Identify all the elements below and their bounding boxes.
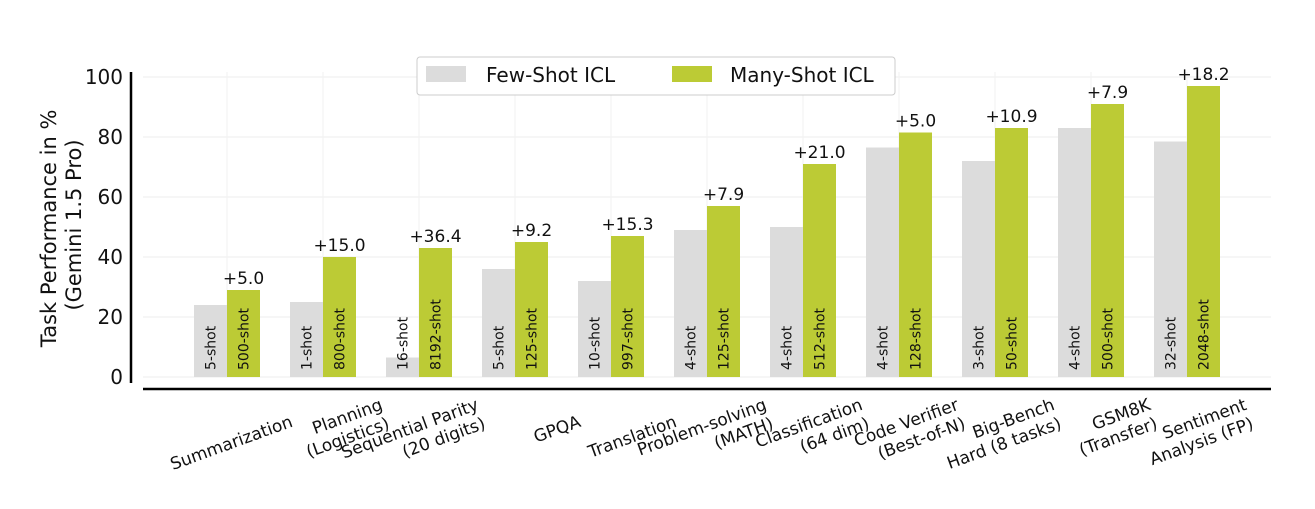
axes (129, 72, 1271, 391)
shot-label-many: 512-shot (813, 307, 829, 370)
y-ticks: 0 20 40 60 80 100 (85, 65, 123, 389)
bar-many-shot (515, 242, 548, 377)
y-tick-label: 80 (98, 125, 123, 149)
legend: Few-Shot ICL Many-Shot ICL (416, 56, 896, 96)
shot-label-few: 32-shot (1164, 316, 1180, 370)
category-label: Summarization (168, 412, 296, 475)
legend-swatch-many-shot (672, 66, 712, 82)
category-label: GPQA (531, 412, 584, 447)
delta-label: +9.2 (511, 221, 552, 241)
bar-few-shot (674, 230, 707, 377)
y-tick-label: 20 (98, 305, 123, 329)
bar-many-shot (899, 132, 932, 377)
bar-few-shot (770, 227, 803, 377)
shot-label-many: 500-shot (237, 307, 253, 370)
shot-label-few: 16-shot (396, 316, 412, 370)
shot-label-many: 500-shot (1101, 307, 1117, 370)
delta-label: +5.0 (223, 269, 264, 289)
bar-few-shot (194, 305, 227, 377)
delta-label: +7.9 (1087, 83, 1128, 103)
delta-label: +21.0 (793, 143, 845, 163)
shot-label-many: 128-shot (909, 307, 925, 370)
shot-label-few: 1-shot (300, 325, 316, 370)
shot-label-many: 800-shot (333, 307, 349, 370)
shot-label-few: 4-shot (780, 325, 796, 370)
shot-label-many: 997-shot (621, 307, 637, 370)
bar-many-shot (1091, 104, 1124, 377)
shot-label-few: 5-shot (492, 325, 508, 370)
shot-label-few: 4-shot (684, 325, 700, 370)
delta-label: +5.0 (895, 112, 936, 132)
bar-many-shot (995, 128, 1028, 377)
bar-many-shot (803, 164, 836, 377)
y-tick-label: 0 (110, 365, 123, 389)
y-axis-label: Task Performance in % (Gemini 1.5 Pro) (37, 103, 86, 348)
bar-few-shot (1154, 141, 1187, 377)
category-label-line: Summarization (168, 412, 296, 475)
bars: 5-shot 500-shot +5.0 1-shot 800-shot +15.0 16-… (194, 65, 1230, 377)
shot-label-many: 8192-shot (429, 299, 445, 370)
bar-many-shot (611, 236, 644, 377)
legend-swatch-few-shot (426, 66, 466, 82)
shot-label-many: 50-shot (1005, 316, 1021, 370)
delta-label: +10.9 (985, 107, 1037, 127)
bar-few-shot (386, 357, 419, 377)
category-label-line: GPQA (531, 412, 584, 447)
shot-label-few: 5-shot (204, 325, 220, 370)
legend-label-many-shot: Many-Shot ICL (730, 63, 875, 87)
y-tick-label: 60 (98, 185, 123, 209)
y-tick-label: 100 (85, 65, 123, 89)
bar-few-shot (482, 269, 515, 377)
delta-label: +15.3 (601, 215, 653, 235)
delta-label: +7.9 (703, 185, 744, 205)
delta-label: +15.0 (313, 236, 365, 256)
bar-few-shot (866, 147, 899, 377)
bar-few-shot (962, 161, 995, 377)
shot-label-few: 4-shot (1068, 325, 1084, 370)
y-tick-label: 40 (98, 245, 123, 269)
shot-label-few: 4-shot (876, 325, 892, 370)
y-axis-label-line-2: (Gemini 1.5 Pro) (62, 139, 86, 310)
y-axis-label-line-1: Task Performance in % (37, 110, 61, 349)
shot-label-many: 125-shot (717, 307, 733, 370)
bar-few-shot (578, 281, 611, 377)
bar-many-shot (1187, 86, 1220, 377)
legend-frame (416, 56, 896, 96)
shot-label-many: 125-shot (525, 307, 541, 370)
bar-many-shot (707, 206, 740, 377)
shot-label-few: 3-shot (972, 325, 988, 370)
category-labels: Summarization Planning(Logistics)Sequenti… (168, 395, 1256, 475)
delta-label: +36.4 (409, 227, 461, 247)
shot-label-many: 2048-shot (1197, 299, 1213, 370)
shot-label-few: 10-shot (588, 316, 604, 370)
legend-label-few-shot: Few-Shot ICL (486, 63, 616, 87)
bar-few-shot (1058, 128, 1091, 377)
bar-many-shot (323, 257, 356, 377)
bar-many-shot (227, 290, 260, 377)
delta-label: +18.2 (1177, 65, 1229, 85)
bar-many-shot (419, 248, 452, 377)
bar-few-shot (290, 302, 323, 377)
